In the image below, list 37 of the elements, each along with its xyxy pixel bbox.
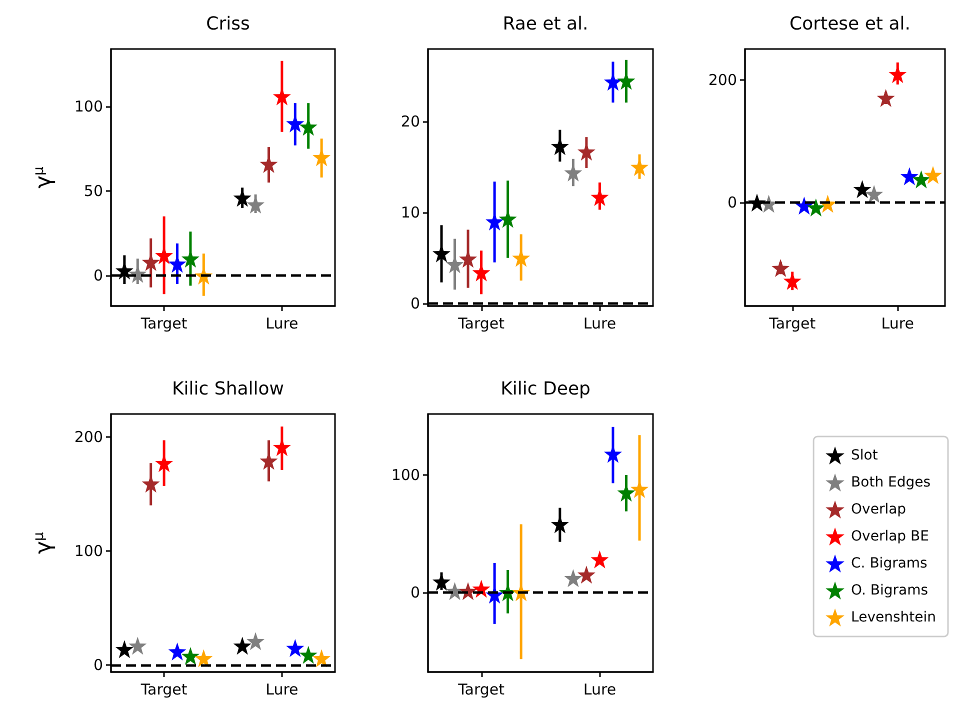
legend-label: Levenshtein [851, 610, 936, 626]
legend-label: O. Bigrams [851, 582, 928, 598]
chart-title: Criss [206, 14, 250, 34]
y-tick-label: 100 [74, 97, 103, 116]
x-tick-label: Target [457, 680, 505, 698]
y-tick-label: 10 [400, 203, 420, 222]
y-tick-label: 100 [74, 542, 103, 560]
x-tick-label: Target [140, 680, 188, 698]
y-tick-label: 20 [400, 112, 420, 131]
legend-label: Overlap [851, 502, 906, 518]
y-tick-label: 0 [727, 194, 737, 212]
x-tick-label: Target [768, 314, 816, 332]
x-tick-label: Target [457, 314, 505, 332]
legend-label: Overlap BE [851, 528, 929, 544]
y-axis-title: γμ [31, 166, 56, 188]
legend-label: C. Bigrams [851, 556, 928, 572]
y-tick-label: 0 [93, 266, 103, 285]
chart-title: Rae et al. [502, 14, 588, 34]
y-tick-label: 200 [708, 71, 737, 90]
chart-title: Cortese et al. [790, 14, 910, 34]
y-tick-label: 50 [84, 182, 103, 200]
y-tick-label: 0 [410, 294, 420, 312]
y-axis-title: γμ [31, 532, 56, 554]
y-tick-label: 0 [410, 583, 420, 602]
x-tick-label: Target [140, 314, 188, 332]
x-tick-label: Lure [583, 680, 616, 698]
chart-title: Kilic Deep [500, 378, 590, 400]
x-tick-label: Lure [266, 314, 298, 332]
y-tick-label: 0 [93, 656, 103, 674]
legend-label: Slot [851, 448, 878, 464]
x-tick-label: Lure [583, 314, 616, 332]
y-tick-label: 200 [74, 428, 103, 446]
x-tick-label: Lure [266, 680, 298, 698]
x-tick-label: Lure [881, 314, 914, 332]
legend-label: Both Edges [851, 474, 931, 490]
chart-title: Kilic Shallow [172, 378, 284, 400]
y-tick-label: 100 [391, 466, 420, 484]
